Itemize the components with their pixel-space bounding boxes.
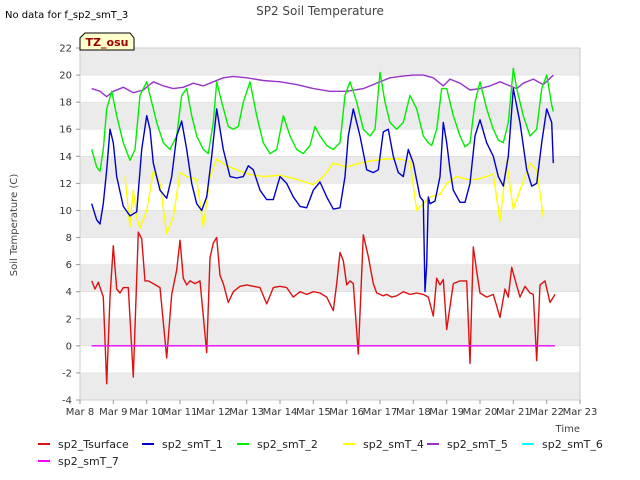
x-tick-label: Mar 22 xyxy=(529,407,564,418)
y-tick-label: 22 xyxy=(59,44,72,55)
background-bands xyxy=(80,48,580,400)
no-data-note: No data for f_sp2_smT_3 xyxy=(5,10,128,21)
series-line-sp2-smT-1 xyxy=(91,87,554,293)
y-tick-label: 8 xyxy=(66,233,72,244)
y-tick-label: 6 xyxy=(66,260,72,271)
y-axis-title: Soil Temperature (C) xyxy=(9,174,20,277)
legend-label-sp2-smT-5: sp2_smT_5 xyxy=(447,438,508,451)
y-tick-label: 2 xyxy=(66,314,72,325)
y-tick-label: -2 xyxy=(62,368,72,379)
series-line-sp2-smT-4 xyxy=(124,158,544,235)
x-tick-label: Mar 8 xyxy=(66,407,94,418)
x-axis-title: Time xyxy=(555,424,580,435)
x-tick-label: Mar 11 xyxy=(163,407,198,418)
grid-band xyxy=(80,210,580,238)
series-line-sp2-smT-5 xyxy=(91,74,554,98)
x-tick-label: Mar 15 xyxy=(296,407,331,418)
legend-label-sp2-smT-1: sp2_smT_1 xyxy=(162,438,223,451)
y-tick-label: 10 xyxy=(59,206,72,217)
legend-label-sp2-smT-2: sp2_smT_2 xyxy=(257,438,318,451)
gridlines xyxy=(80,47,580,401)
grid-band xyxy=(80,48,580,76)
series-line-sp2-Tsurface xyxy=(91,231,556,385)
grid-band xyxy=(80,372,580,400)
x-tick-label: Mar 17 xyxy=(363,407,398,418)
y-tick-label: 4 xyxy=(66,287,72,298)
legend: sp2_Tsurface sp2_smT_1 sp2_smT_2 sp2_smT_4 s… xyxy=(38,438,603,468)
plot-border xyxy=(79,47,581,401)
x-tick-label: Mar 18 xyxy=(396,407,431,418)
tz-badge: TZ_osu xyxy=(79,32,135,51)
x-tick-label: Mar 19 xyxy=(429,407,464,418)
series-line-sp2-smT-2 xyxy=(91,67,554,172)
legend-label-sp2-smT-4: sp2_smT_4 xyxy=(363,438,424,451)
grid-band xyxy=(80,102,580,130)
y-tick-label: 0 xyxy=(66,341,72,352)
x-tick-label: Mar 16 xyxy=(329,407,364,418)
legend-label-sp2-Tsurface: sp2_Tsurface xyxy=(58,438,129,451)
x-tick-label: Mar 21 xyxy=(496,407,531,418)
x-tick-label: Mar 12 xyxy=(196,407,231,418)
grid-band xyxy=(80,264,580,292)
y-tick-label: 20 xyxy=(59,71,72,82)
grid-band xyxy=(80,318,580,346)
x-tick-label: Mar 10 xyxy=(129,407,164,418)
x-tick-label: Mar 14 xyxy=(263,407,298,418)
data-lines xyxy=(91,67,556,385)
y-tick-label: -4 xyxy=(62,396,72,407)
legend-label-sp2-smT-7: sp2_smT_7 xyxy=(58,455,119,468)
x-tick-label: Mar 20 xyxy=(463,407,498,418)
y-tick-label: 14 xyxy=(59,152,72,163)
y-tick-label: 12 xyxy=(59,179,72,190)
chart-title: SP2 Soil Temperature xyxy=(256,4,384,18)
x-tick-label: Mar 23 xyxy=(563,407,598,418)
y-tick-label: 18 xyxy=(59,98,72,109)
x-tick-label: Mar 13 xyxy=(229,407,264,418)
x-tick-label: Mar 9 xyxy=(99,407,127,418)
legend-label-sp2-smT-6: sp2_smT_6 xyxy=(542,438,603,451)
y-axis: -4 -2 0 2 4 6 8 10 12 14 16 18 20 22 xyxy=(59,44,80,407)
y-tick-label: 16 xyxy=(59,125,72,136)
tz-badge-label: TZ_osu xyxy=(86,36,129,49)
